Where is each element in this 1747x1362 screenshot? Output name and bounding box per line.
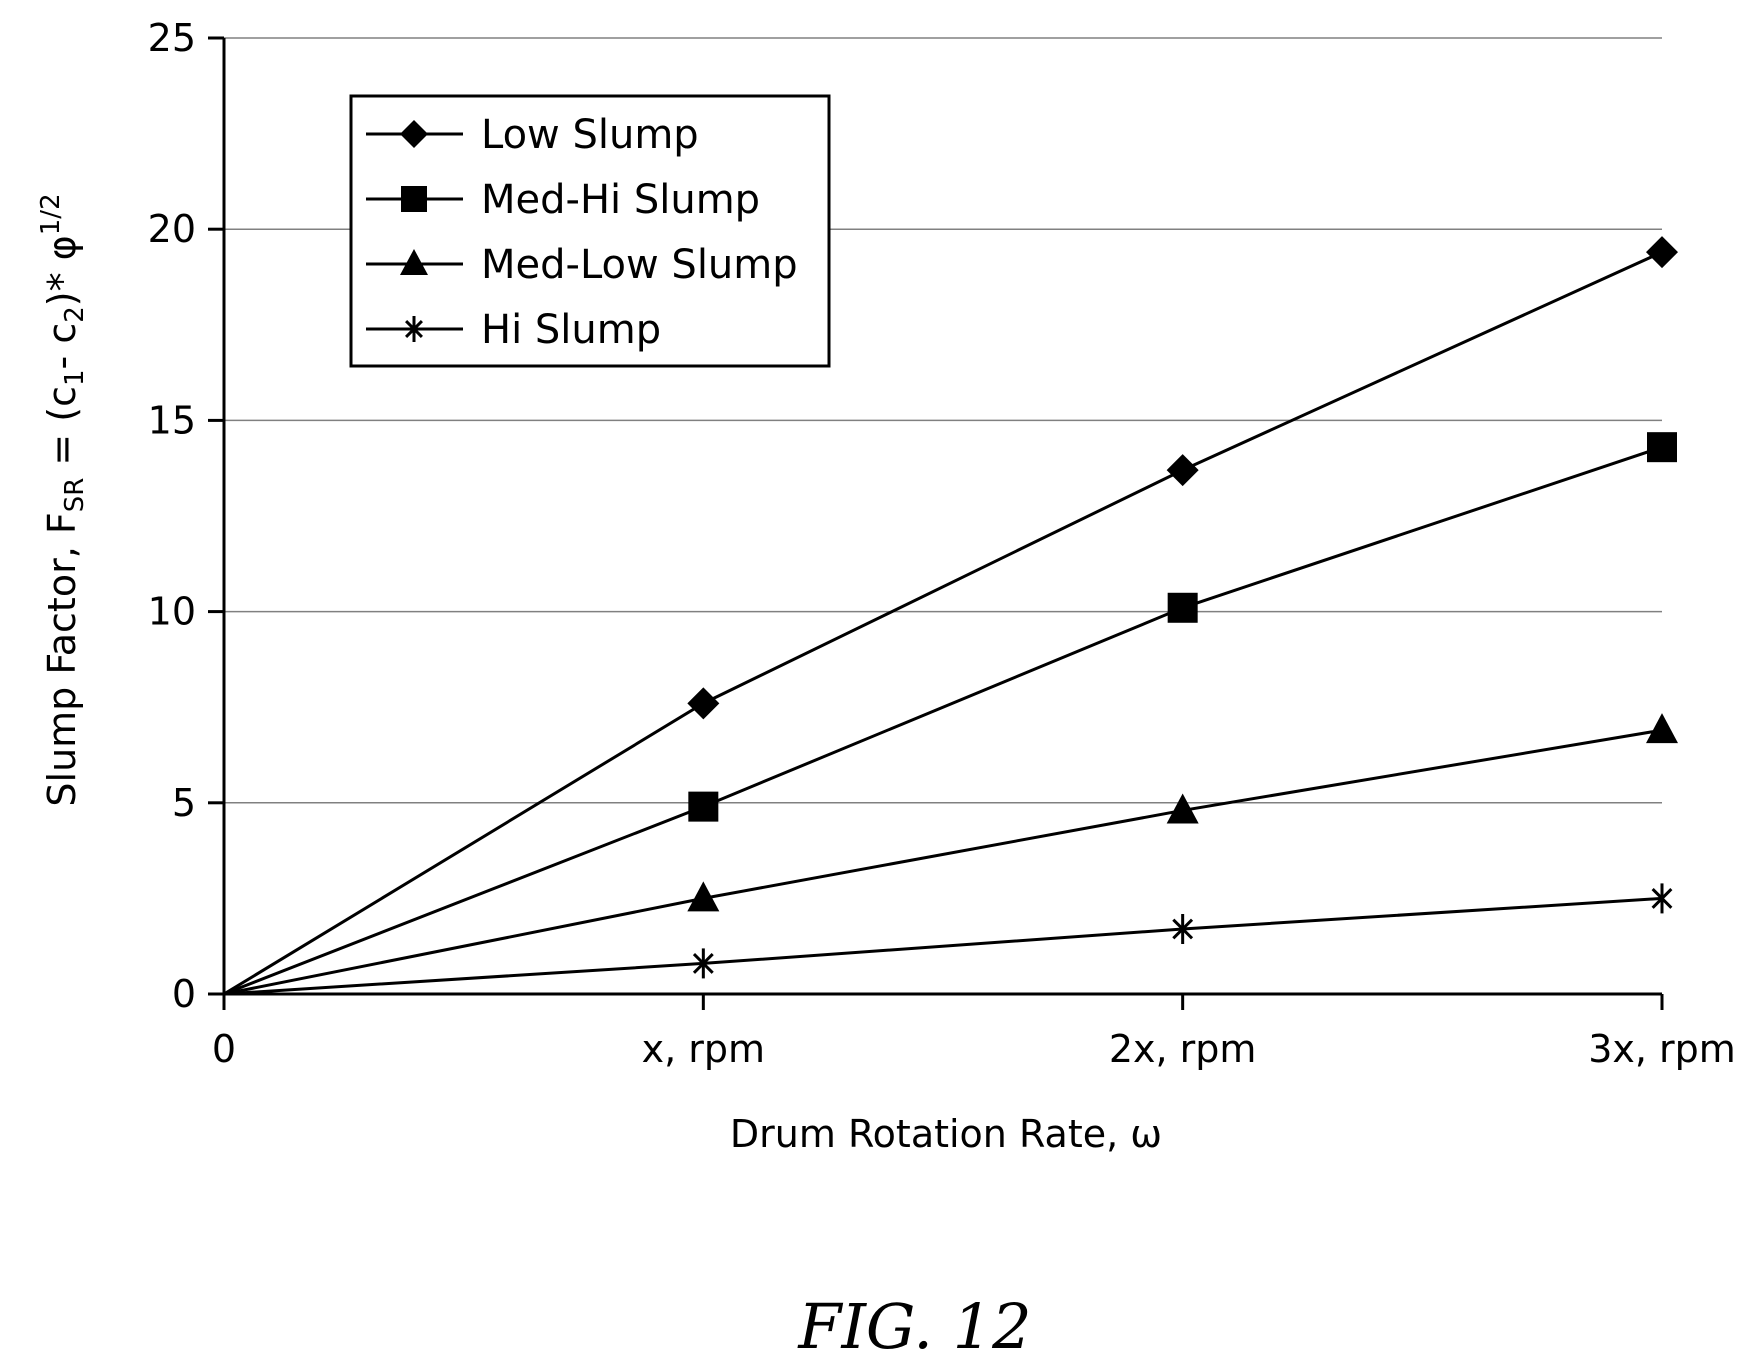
data-point bbox=[1646, 236, 1678, 269]
x-tick-label: 0 bbox=[212, 1027, 236, 1071]
series bbox=[223, 236, 1678, 996]
y-tick-label: 0 bbox=[172, 972, 196, 1016]
data-point bbox=[1166, 793, 1199, 824]
legend-label: Med-Hi Slump bbox=[481, 177, 760, 223]
axes bbox=[208, 36, 1664, 1010]
data-point bbox=[1167, 592, 1198, 623]
data-point bbox=[687, 687, 720, 720]
y-axis-title: Slump Factor, FSR = (c1- c2)* φ1/2 bbox=[36, 193, 90, 806]
y-tick-label: 5 bbox=[172, 781, 196, 825]
data-point bbox=[692, 948, 714, 979]
y-axis-title-mid3: )* φ bbox=[40, 235, 84, 306]
y-tick-label: 20 bbox=[148, 207, 196, 251]
data-point bbox=[405, 316, 423, 342]
legend-box bbox=[349, 94, 831, 368]
data-point bbox=[1651, 883, 1673, 914]
series-med-hi-slump bbox=[223, 432, 1677, 996]
data-point bbox=[1646, 713, 1678, 744]
series-med-low-slump bbox=[223, 713, 1678, 996]
data-point bbox=[688, 791, 719, 822]
series-hi-slump bbox=[223, 883, 1673, 996]
y-axis-title-sub-sr: SR bbox=[60, 478, 90, 513]
legend-entry: Low Slump bbox=[366, 112, 699, 158]
x-tick-label: 3x, rpm bbox=[1588, 1027, 1736, 1071]
data-point bbox=[687, 881, 720, 912]
figure-caption: FIG. 12 bbox=[797, 1290, 1031, 1362]
y-axis-title-sub-1: 1 bbox=[60, 369, 90, 386]
data-point bbox=[1166, 454, 1199, 487]
tick-labels: 0 5 10 15 20 25 0 x, rpm 2x, rpm 3x, rpm bbox=[148, 16, 1736, 1071]
series-line bbox=[223, 728, 1663, 996]
legend-entries: Low Slump Med-Hi Slump Med-Low Slump Hi Slu… bbox=[366, 112, 798, 353]
data-point bbox=[401, 186, 427, 212]
y-axis-title-mid1: = (c bbox=[40, 386, 84, 478]
legend-entry: Med-Low Slump bbox=[366, 242, 798, 288]
series-line bbox=[223, 445, 1663, 996]
data-point bbox=[1172, 913, 1194, 944]
series-low-slump bbox=[223, 236, 1678, 996]
y-tick-label: 25 bbox=[148, 16, 196, 60]
data-point bbox=[400, 120, 428, 148]
x-tick-label: x, rpm bbox=[642, 1027, 765, 1071]
legend-entry: Hi Slump bbox=[366, 307, 661, 353]
y-axis-title-mid2: - c bbox=[40, 323, 84, 370]
y-axis-title-sup: 1/2 bbox=[36, 193, 66, 235]
series-line bbox=[223, 896, 1663, 996]
data-point bbox=[1647, 432, 1677, 463]
legend-entry: Med-Hi Slump bbox=[366, 177, 760, 223]
y-tick-label: 10 bbox=[148, 590, 196, 634]
series-line bbox=[223, 250, 1663, 996]
legend-label: Hi Slump bbox=[481, 307, 661, 353]
x-axis-title: Drum Rotation Rate, ω bbox=[730, 1112, 1162, 1156]
legend: Low Slump Med-Hi Slump Med-Low Slump Hi Slu… bbox=[349, 94, 831, 368]
legend-label: Low Slump bbox=[481, 112, 699, 158]
y-axis-title-sub-2: 2 bbox=[60, 306, 90, 323]
data-point bbox=[400, 249, 428, 275]
legend-label: Med-Low Slump bbox=[481, 242, 798, 288]
y-axis-title-prefix: Slump Factor, F bbox=[40, 512, 84, 806]
x-tick-label: 2x, rpm bbox=[1109, 1027, 1257, 1071]
y-tick-label: 15 bbox=[148, 398, 196, 442]
